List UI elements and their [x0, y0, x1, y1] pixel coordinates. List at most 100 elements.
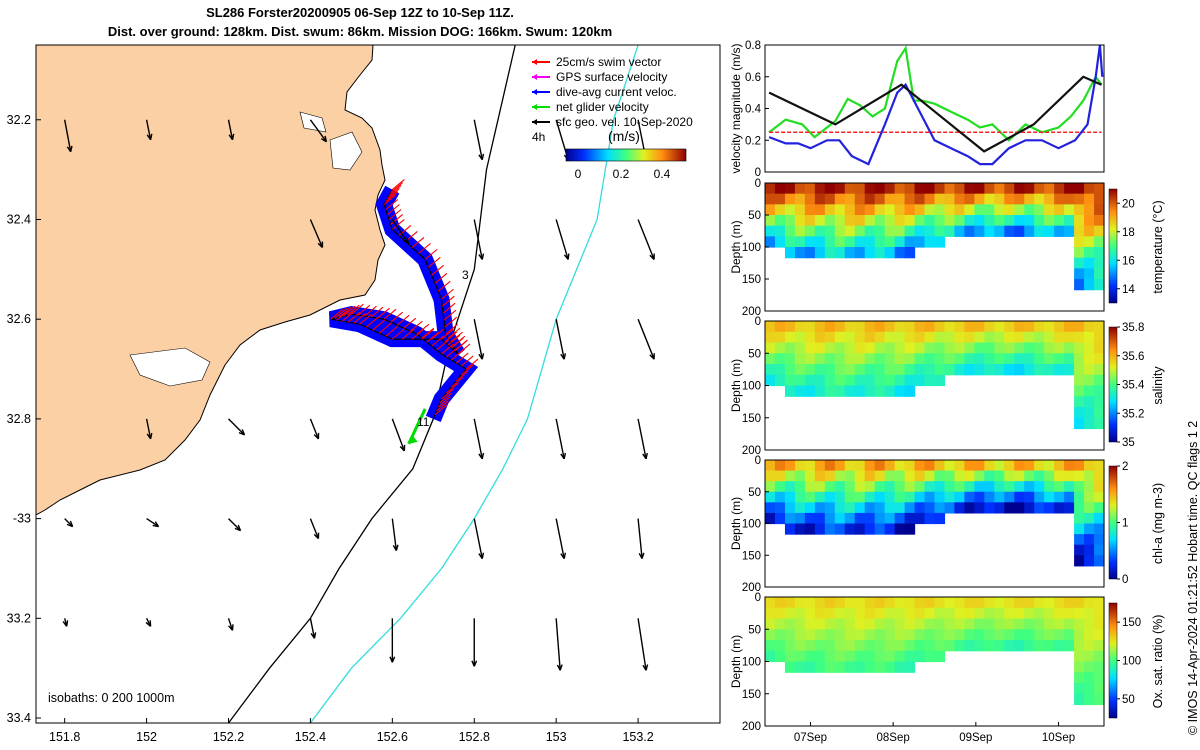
heatmap-cell	[834, 523, 846, 535]
colorbar-tick-label: 16	[1122, 255, 1135, 267]
velocity-y-tick-label: 0.8	[745, 40, 761, 52]
heatmap-cell	[804, 236, 816, 248]
geo-velocity-arrowhead	[389, 656, 396, 663]
heatmap-cell	[834, 470, 846, 482]
heatmap-cell	[804, 629, 816, 641]
heatmap-cell	[854, 193, 866, 205]
swim-vector	[346, 304, 360, 316]
heatmap-cell	[824, 523, 836, 535]
geo-velocity-arrowhead	[310, 632, 317, 639]
heatmap-cell	[954, 342, 966, 354]
geo-velocity-arrowhead	[649, 353, 655, 360]
map-x-tick-label: 152.8	[459, 730, 490, 744]
colorbar-tick-label: 35.6	[1122, 351, 1144, 363]
heatmap-cell	[774, 502, 786, 514]
heatmap-cell	[824, 215, 836, 227]
heatmap-cell	[834, 183, 846, 195]
heatmap-cell	[874, 502, 886, 514]
heatmap-cell	[1084, 364, 1095, 376]
heatmap-cell	[1084, 193, 1095, 205]
heatmap-cell	[804, 491, 816, 503]
heatmap-cell	[1074, 225, 1085, 237]
heatmap-cell	[924, 618, 936, 630]
geo-velocity-arrowhead	[228, 133, 235, 141]
heatmap-cell	[844, 236, 856, 248]
heatmap-cell	[1004, 491, 1015, 503]
depth-axis-label: Depth (m)	[729, 635, 743, 688]
heatmap-cell	[1004, 364, 1015, 376]
velocity-panel-frame	[764, 44, 1105, 173]
heatmap-cell	[1094, 661, 1105, 673]
heatmap-cell	[874, 661, 886, 673]
heatmap-cell	[924, 597, 936, 609]
heatmap-cell	[1074, 683, 1085, 695]
heatmap-cell	[784, 321, 796, 333]
heatmap-cell	[1004, 618, 1015, 630]
heatmap-cell	[874, 597, 886, 609]
heatmap-cell	[1014, 481, 1025, 493]
heatmap-cell	[864, 607, 876, 620]
heatmap-cell	[1054, 470, 1065, 482]
heatmap-cell	[984, 491, 995, 503]
heatmap-cell	[1044, 331, 1055, 344]
colorbar-tick-label: 35.2	[1122, 408, 1144, 420]
heatmap-cell	[854, 607, 866, 620]
map-frame	[35, 44, 721, 724]
heatmap-cell	[994, 353, 1005, 365]
swim-vector	[450, 349, 464, 361]
heatmap-cell	[914, 364, 926, 376]
heatmap-cell	[884, 247, 896, 259]
geo-velocity-arrowhead	[478, 153, 485, 161]
heatmap-cell	[1094, 640, 1105, 652]
heatmap-cell	[874, 193, 886, 205]
heatmap-cell	[934, 353, 946, 365]
heatmap-cell	[1084, 236, 1095, 248]
heatmap-cell	[1084, 502, 1095, 514]
heatmap-cell	[894, 204, 906, 216]
colorbar-temperature	[1108, 188, 1118, 304]
geo-velocity-arrowhead	[560, 552, 567, 559]
heatmap-cell	[934, 629, 946, 641]
heatmap-cell	[774, 629, 786, 641]
heatmap-cell	[904, 193, 916, 205]
heatmap-cell	[904, 236, 916, 248]
heatmap-cell	[774, 331, 786, 344]
colorbar-tick-label: 1	[1122, 518, 1128, 530]
heatmap-cell	[984, 183, 995, 195]
heatmap-cell	[814, 321, 826, 333]
heatmap-cell	[794, 640, 806, 652]
swim-vector	[434, 272, 448, 284]
heatmap-cell	[1014, 597, 1025, 609]
heatmap-cell	[1034, 183, 1045, 195]
map-x-tick-label: 152	[136, 730, 157, 744]
heatmap-cell	[1014, 491, 1025, 503]
heatmap-cell	[1084, 534, 1095, 546]
heatmap-cell	[894, 650, 906, 663]
heatmap-cell	[1074, 544, 1085, 556]
heatmap-cell	[1094, 555, 1105, 567]
heatmap-cell	[884, 640, 896, 652]
heatmap-cell	[904, 183, 916, 195]
heatmap-cell	[814, 650, 826, 663]
velocity-y-tick-label: 0	[755, 167, 761, 179]
heatmap-cell	[1084, 629, 1095, 641]
heatmap-cell	[794, 470, 806, 482]
heatmap-cell	[954, 331, 966, 344]
heatmap-cell	[1034, 331, 1045, 344]
heatmap-cell	[1034, 215, 1045, 227]
heatmap-cell	[844, 321, 856, 333]
heatmap-cell	[784, 523, 796, 535]
heatmap-cell	[784, 629, 796, 641]
heatmap-cell	[924, 204, 936, 216]
heatmap-cell	[765, 353, 776, 365]
heatmap-cell	[814, 460, 826, 472]
heatmap-cell	[1064, 353, 1075, 365]
heatmap-cell	[1074, 607, 1085, 620]
heatmap-cell	[1094, 417, 1105, 430]
heatmap-cell	[944, 629, 956, 641]
heatmap-cell	[914, 353, 926, 365]
heatmap-cell	[1054, 491, 1065, 503]
heatmap-cell	[964, 342, 975, 354]
heatmap-cell	[864, 481, 876, 493]
